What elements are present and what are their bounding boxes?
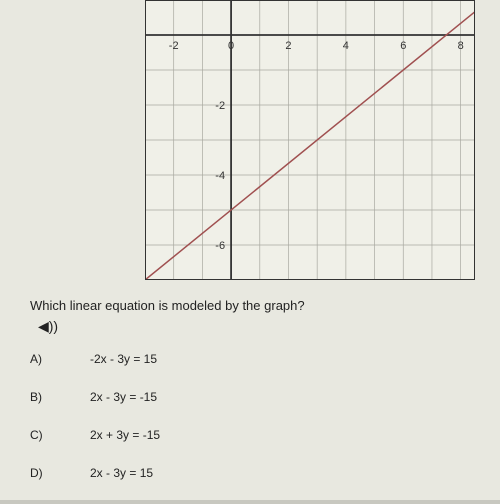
svg-text:0: 0 — [228, 40, 234, 52]
answer-a[interactable]: A) -2x - 3y = 15 — [30, 352, 160, 366]
answer-d-label: D) — [30, 466, 80, 480]
audio-icon[interactable]: ◀)) — [38, 318, 58, 335]
answer-c-label: C) — [30, 428, 80, 442]
answer-a-text: -2x - 3y = 15 — [80, 352, 157, 366]
svg-text:6: 6 — [400, 40, 406, 52]
question-text: Which linear equation is modeled by the … — [30, 298, 305, 313]
svg-text:4: 4 — [343, 40, 349, 52]
answer-b-text: 2x - 3y = -15 — [80, 390, 157, 404]
svg-text:-2: -2 — [215, 100, 225, 112]
answer-b[interactable]: B) 2x - 3y = -15 — [30, 390, 160, 404]
svg-text:-4: -4 — [215, 170, 225, 182]
answer-c[interactable]: C) 2x + 3y = -15 — [30, 428, 160, 442]
svg-text:-6: -6 — [215, 240, 225, 252]
answer-a-label: A) — [30, 352, 80, 366]
answer-b-label: B) — [30, 390, 80, 404]
answer-c-text: 2x + 3y = -15 — [80, 428, 160, 442]
answer-d[interactable]: D) 2x - 3y = 15 — [30, 466, 160, 480]
svg-text:2: 2 — [285, 40, 291, 52]
svg-text:8: 8 — [458, 40, 464, 52]
chart-svg: -2 0 2 4 6 8 -6 -4 -2 — [145, 0, 475, 280]
answer-d-text: 2x - 3y = 15 — [80, 466, 153, 480]
svg-text:-2: -2 — [169, 40, 179, 52]
answer-list: A) -2x - 3y = 15 B) 2x - 3y = -15 C) 2x … — [30, 352, 160, 504]
line-chart: -2 0 2 4 6 8 -6 -4 -2 — [145, 0, 475, 280]
